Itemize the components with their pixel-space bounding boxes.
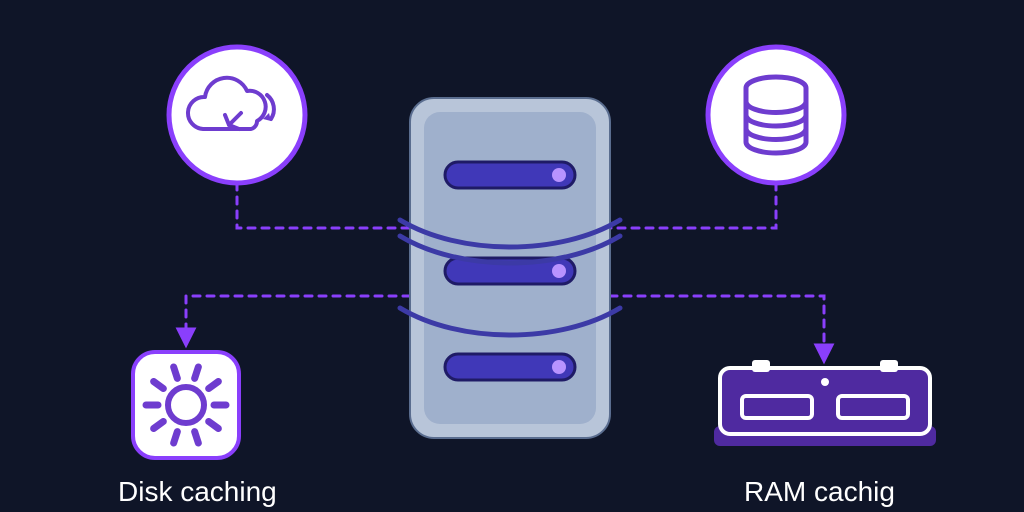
- server-slot-led: [552, 360, 566, 374]
- ram-caching-label: RAM cachig: [744, 476, 895, 508]
- ram-device-icon: [714, 360, 936, 446]
- database-icon: [746, 77, 806, 153]
- disk-caching-label: Disk caching: [118, 476, 277, 508]
- server-slot-led: [552, 264, 566, 278]
- server-slot-led: [552, 168, 566, 182]
- caching-diagram: [0, 0, 1024, 512]
